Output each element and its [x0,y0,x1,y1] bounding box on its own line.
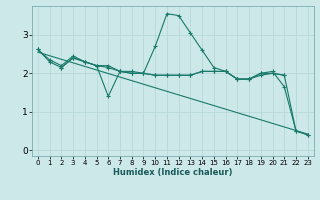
X-axis label: Humidex (Indice chaleur): Humidex (Indice chaleur) [113,168,233,177]
